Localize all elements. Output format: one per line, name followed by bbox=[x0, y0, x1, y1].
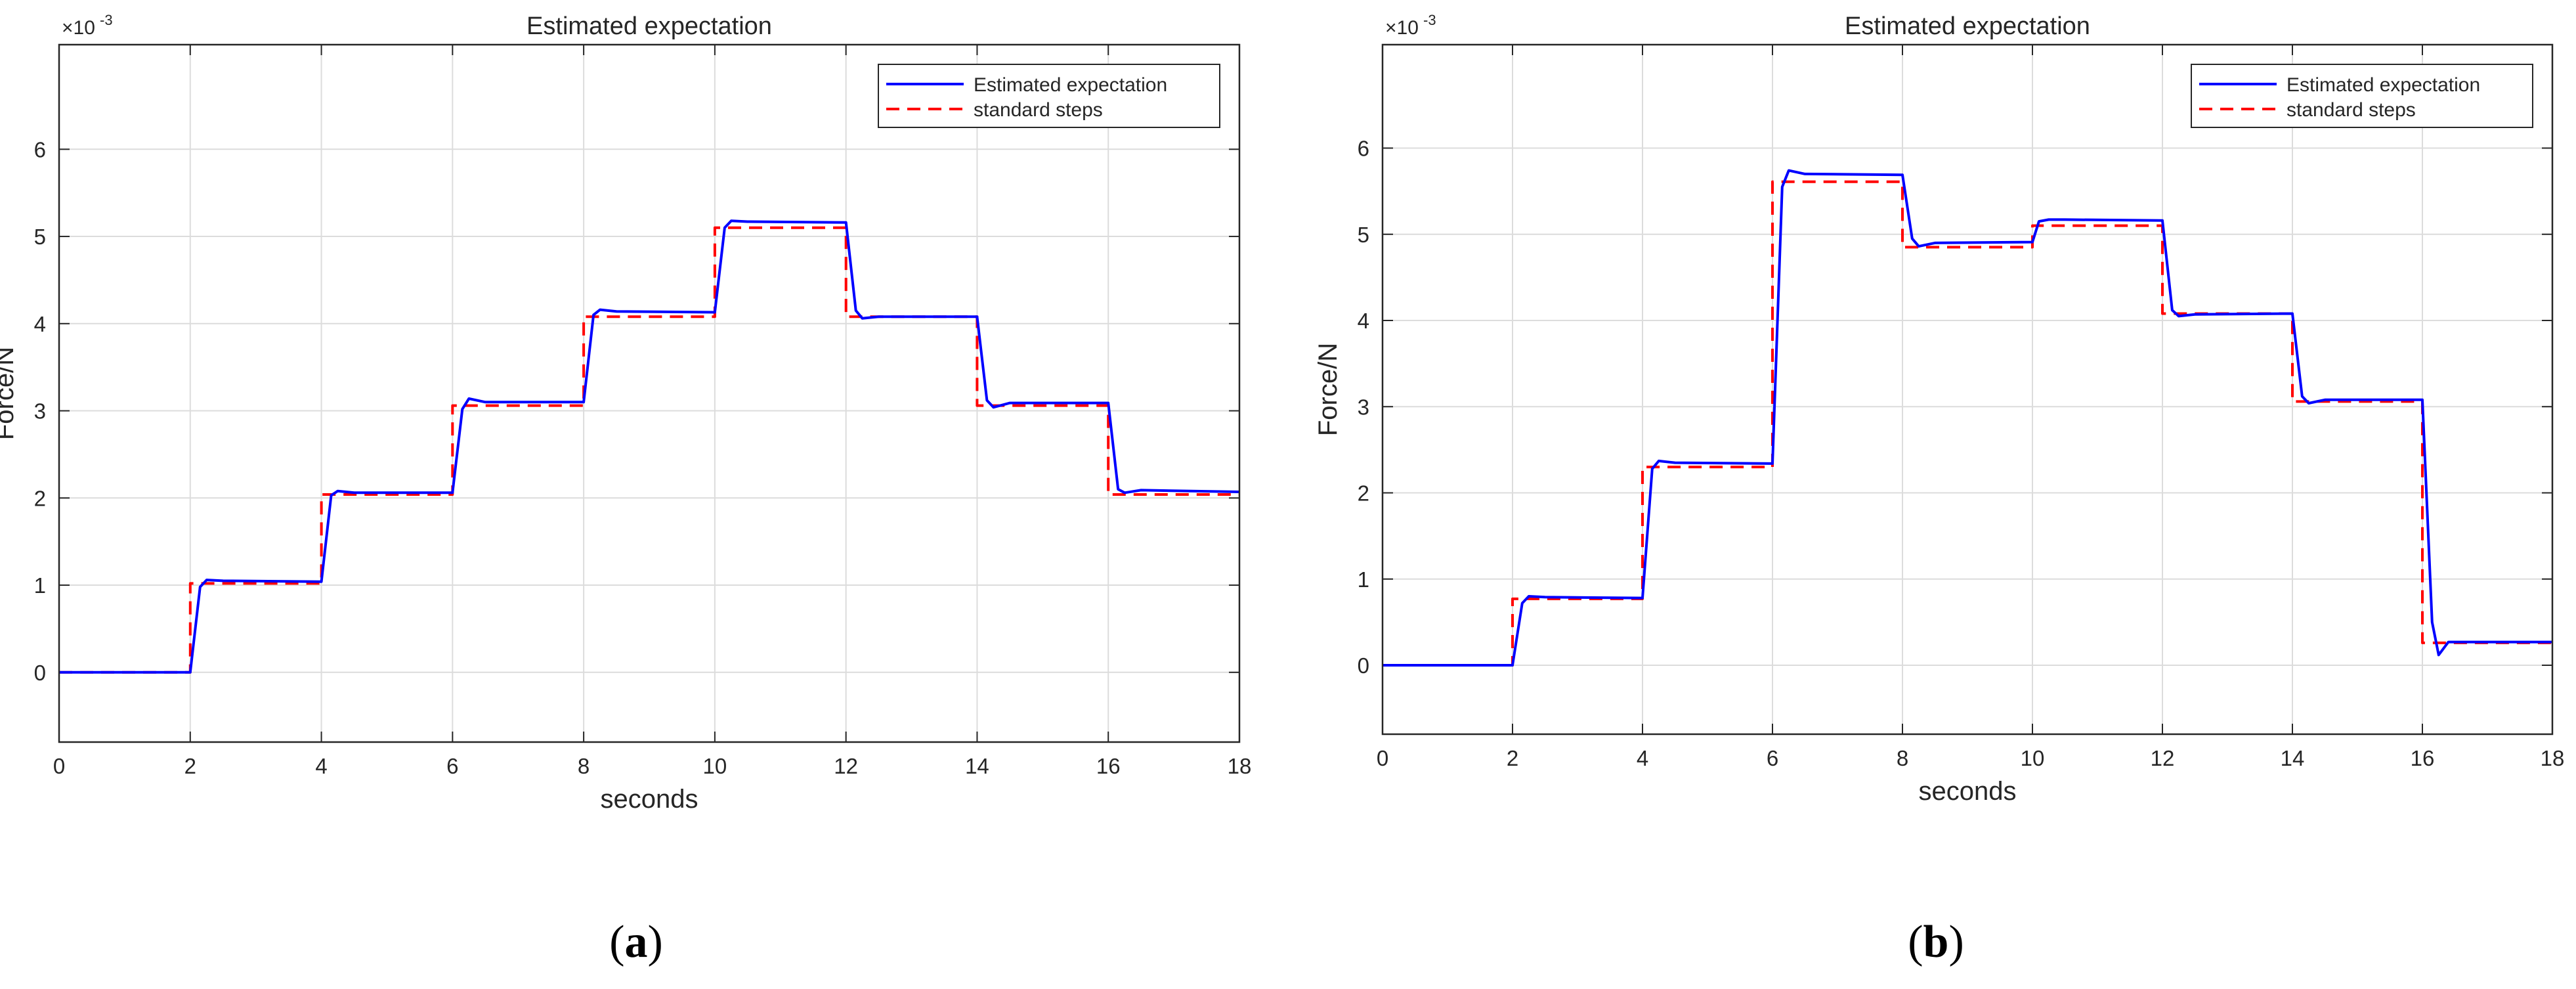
y-tick-label: 0 bbox=[1358, 653, 1369, 678]
x-tick-label: 2 bbox=[1507, 746, 1518, 770]
y-tick-label: 5 bbox=[1358, 223, 1369, 247]
x-tick-label: 6 bbox=[446, 754, 458, 778]
y-tick-label: 5 bbox=[34, 225, 46, 249]
x-tick-label: 18 bbox=[2541, 746, 2565, 770]
x-tick-label: 14 bbox=[965, 754, 989, 778]
panel-b-caption: (b) bbox=[1908, 917, 1964, 967]
estimated-expectation-line bbox=[59, 219, 1240, 674]
x-tick-label: 16 bbox=[1096, 754, 1121, 778]
x-axis-label: seconds bbox=[601, 785, 698, 814]
x-tick-label: 10 bbox=[2021, 746, 2045, 770]
y-tick-label: 4 bbox=[1358, 309, 1369, 333]
y-tick-label: 3 bbox=[1358, 395, 1369, 419]
legend-label: standard steps bbox=[974, 99, 1103, 121]
y-tick-label: 4 bbox=[34, 312, 46, 336]
y-tick-label: 0 bbox=[34, 661, 46, 685]
legend-label: Estimated expectation bbox=[974, 74, 1167, 96]
y-exponent-label: ×10 bbox=[1385, 17, 1419, 39]
legend-label: standard steps bbox=[2286, 99, 2416, 121]
x-tick-label: 8 bbox=[1897, 746, 1908, 770]
x-tick-label: 10 bbox=[703, 754, 727, 778]
x-tick-label: 12 bbox=[834, 754, 858, 778]
x-tick-label: 6 bbox=[1767, 746, 1778, 770]
x-tick-label: 4 bbox=[315, 754, 327, 778]
chart-title: Estimated expectation bbox=[1845, 12, 2090, 40]
y-axis-label: Force/N bbox=[1314, 343, 1342, 436]
chart-title: Estimated expectation bbox=[526, 12, 772, 40]
x-axis-label: seconds bbox=[1919, 777, 2017, 806]
y-exponent-power: -3 bbox=[1423, 12, 1436, 28]
y-axis-label: Force/N bbox=[0, 347, 19, 440]
y-exponent-power: -3 bbox=[100, 12, 113, 28]
y-tick-label: 3 bbox=[34, 399, 46, 424]
plot-area bbox=[1383, 45, 2552, 734]
y-tick-label: 2 bbox=[1358, 481, 1369, 506]
axes-box bbox=[58, 43, 1241, 743]
x-tick-label: 8 bbox=[578, 754, 590, 778]
y-tick-label: 6 bbox=[34, 137, 46, 162]
y-tick-label: 2 bbox=[34, 486, 46, 510]
axes-box bbox=[1381, 43, 2554, 736]
legend-label: Estimated expectation bbox=[2286, 74, 2480, 96]
x-tick-label: 4 bbox=[1637, 746, 1648, 770]
plot-area bbox=[59, 45, 1239, 742]
x-tick-label: 16 bbox=[2411, 746, 2435, 770]
legend-box bbox=[2191, 64, 2533, 128]
x-tick-label: 12 bbox=[2151, 746, 2175, 770]
panel-a-caption: (a) bbox=[609, 917, 663, 967]
legend-box bbox=[878, 64, 1220, 128]
estimated-expectation-line bbox=[1383, 169, 2552, 667]
x-tick-label: 2 bbox=[184, 754, 196, 778]
x-tick-label: 18 bbox=[1228, 754, 1252, 778]
y-tick-label: 6 bbox=[1358, 137, 1369, 161]
x-tick-label: 0 bbox=[1377, 746, 1388, 770]
x-tick-label: 0 bbox=[53, 754, 65, 778]
x-tick-label: 14 bbox=[2281, 746, 2305, 770]
legend: Estimated expectation standard steps bbox=[2191, 64, 2533, 128]
y-tick-label: 1 bbox=[34, 573, 46, 598]
y-tick-label: 1 bbox=[1358, 567, 1369, 592]
y-exponent-label: ×10 bbox=[62, 17, 95, 39]
legend: Estimated expectation standard steps bbox=[878, 64, 1220, 128]
